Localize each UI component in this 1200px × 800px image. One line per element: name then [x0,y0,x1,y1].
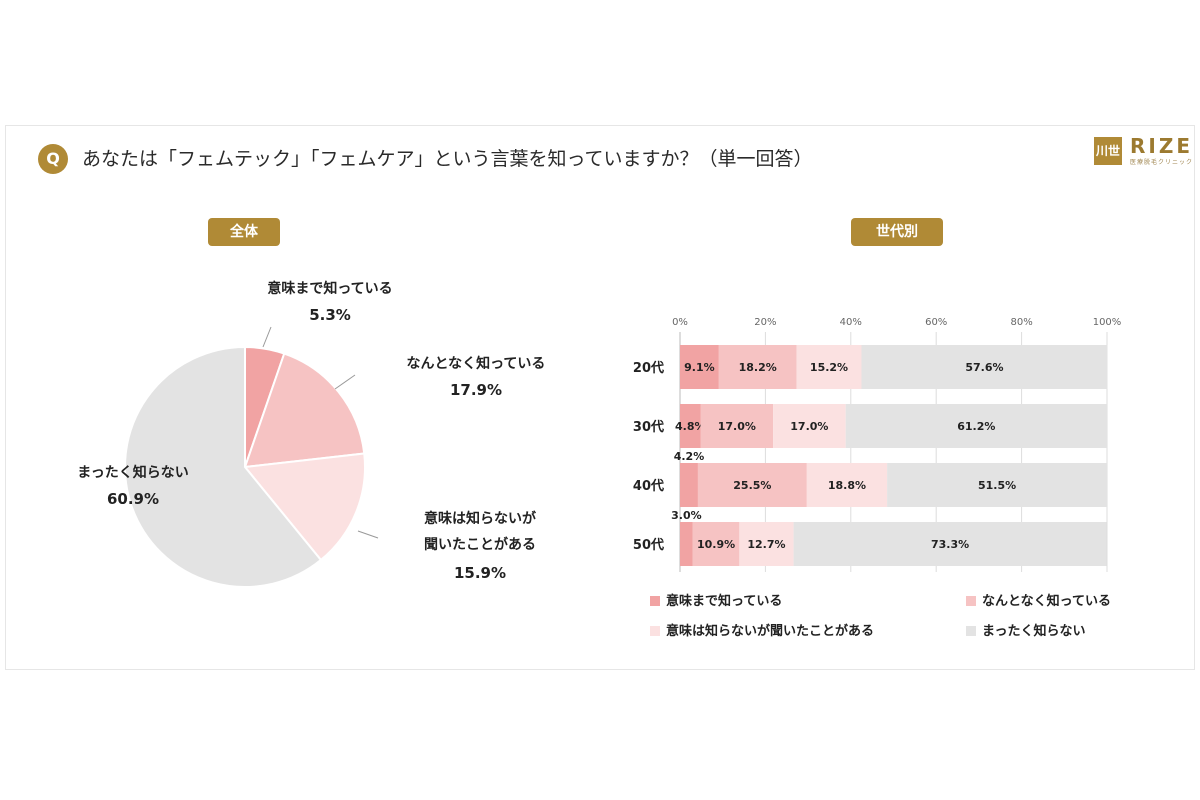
bar-value-label: 17.0% [718,420,756,433]
legend-item-4: まったく知らない [966,620,1085,639]
pie-title-pill: 全体 [208,218,280,246]
bar-segment [700,404,774,448]
pie-label-slice-2: なんとなく知っている 17.9% [376,353,576,399]
legend-label: 意味は知らないが聞いたことがある [666,624,875,639]
pie-slice-2 [243,352,366,469]
x-tick-label: 40% [840,317,862,328]
bar-segment [680,463,698,507]
pie-label-value: 15.9% [453,564,507,582]
pie-slice-4 [124,345,323,588]
bar-title-pill: 世代別 [851,218,943,246]
question-badge: Q [38,144,68,174]
bar-segment [861,345,1108,389]
bar-segment [739,522,794,566]
category-label: 40代 [633,478,664,494]
logo-text: RIZE [1130,134,1194,158]
legend-item-2: なんとなく知っている [966,590,1111,609]
pie-label-slice-3: 意味は知らないが 聞いたことがある 15.9% [380,506,580,586]
pie-label-value: 17.9% [449,381,503,399]
bar-value-label: 4.2% [674,450,705,463]
x-tick-label: 100% [1093,317,1122,328]
bar-value-label: 57.6% [965,361,1003,374]
bar-segment [680,404,701,448]
pie-label-value: 5.3% [309,306,351,324]
x-tick-label: 60% [925,317,947,328]
pie-label-slice-1: 意味まで知っている 5.3% [230,278,430,324]
legend-item-3: 意味は知らないが聞いたことがある [650,620,874,639]
legend-swatch [966,595,976,606]
pie-slice-3 [243,452,366,562]
bar-segment [806,463,888,507]
legend-label: なんとなく知っている [982,594,1111,609]
pie-label-name: 意味まで知っている [267,281,393,297]
bar-value-label: 51.5% [978,479,1016,492]
bar-value-label: 17.0% [790,420,828,433]
bar-value-label: 4.8% [675,420,706,433]
logo-subtitle: 医療脱毛クリニック [1130,159,1194,166]
bar-value-label: 18.8% [828,479,866,492]
bar-value-label: 3.0% [671,509,702,522]
bar-segment [793,522,1107,566]
pie-label-name-line1: 意味は知らないが [424,511,536,527]
bar-segment [887,463,1107,507]
pie-label-name-line2: 聞いたことがある [424,537,536,553]
bar-segment [718,345,797,389]
x-tick-label: 80% [1010,317,1032,328]
bar-segment [680,345,719,389]
bar-value-label: 10.9% [697,538,735,551]
category-label: 50代 [633,537,664,553]
x-tick-label: 0% [672,317,688,328]
legend-swatch [650,625,660,636]
bar-segment [845,404,1107,448]
pie-label-name: なんとなく知っている [406,356,546,372]
logo-mark: 川世 [1094,137,1122,165]
bar-value-label: 12.7% [747,538,785,551]
question-title: あなたは「フェムテック」「フェムケア」という言葉を知っていますか？（単一回答） [82,148,813,170]
bar-value-label: 61.2% [957,420,995,433]
legend-label: 意味まで知っている [666,594,783,609]
category-label: 30代 [633,419,664,435]
legend-swatch [650,595,660,606]
bar-value-label: 25.5% [733,479,771,492]
legend-label: まったく知らない [982,624,1086,639]
bar-value-label: 15.2% [810,361,848,374]
x-tick-label: 20% [754,317,776,328]
bar-value-label: 18.2% [739,361,777,374]
bar-segment [692,522,740,566]
bar-value-label: 73.3% [931,538,969,551]
category-label: 20代 [633,360,664,376]
pie-label-slice-4: まったく知らない 60.9% [48,462,218,508]
pie-label-name: まったく知らない [77,465,189,481]
pie-label-value: 60.9% [106,490,160,508]
pie-leader-line-3 [357,530,379,539]
legend-item-1: 意味まで知っている [650,590,782,609]
pie-leader-line-2 [334,374,356,390]
pie-leader-line-1 [262,326,272,348]
bar-segment [796,345,862,389]
bar-segment [680,522,693,566]
rize-logo: 川世 RIZE 医療脱毛クリニック [1094,134,1196,169]
legend-swatch [966,625,976,636]
bar-value-label: 9.1% [684,361,715,374]
bar-segment [697,463,807,507]
bar-segment [773,404,846,448]
